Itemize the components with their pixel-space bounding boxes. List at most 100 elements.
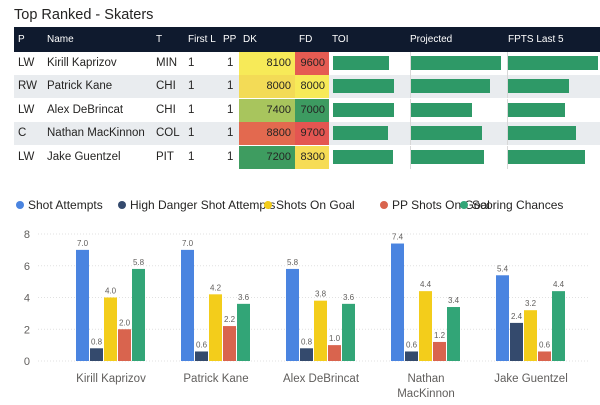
bar-projected bbox=[411, 79, 490, 94]
bar-shot-attempts bbox=[496, 275, 509, 361]
data-label: 4.4 bbox=[553, 280, 565, 289]
data-label: 2.0 bbox=[119, 318, 131, 327]
column-divider bbox=[410, 98, 411, 122]
data-label: 3.4 bbox=[448, 296, 460, 305]
cell-fd-salary: 9700 bbox=[295, 122, 329, 146]
table-row[interactable]: RW Patrick Kane CHI 1 1 8000 8000 bbox=[14, 75, 600, 99]
legend-item[interactable]: Shot Attempts bbox=[16, 198, 103, 212]
legend-label: High Danger Shot Attempts bbox=[130, 198, 276, 212]
column-divider bbox=[507, 52, 508, 75]
cell-team: PIT bbox=[156, 150, 174, 163]
cell-fd-salary: 7000 bbox=[295, 98, 329, 122]
bar-high-danger-shot-attempts bbox=[195, 351, 208, 361]
page-title: Top Ranked - Skaters bbox=[14, 7, 154, 23]
cell-dk-salary: 7200 bbox=[239, 145, 295, 169]
header-name[interactable]: Name bbox=[47, 34, 74, 45]
legend-label: Shots On Goal bbox=[276, 198, 355, 212]
data-label: 7.0 bbox=[182, 239, 194, 248]
data-label: 5.8 bbox=[133, 258, 145, 267]
bar-fpts-last-5 bbox=[508, 149, 585, 164]
legend-dot-icon bbox=[16, 201, 24, 209]
table-row[interactable]: LW Jake Guentzel PIT 1 1 7200 8300 bbox=[14, 145, 600, 169]
y-tick-label: 4 bbox=[24, 293, 30, 305]
cell-first-line: 1 bbox=[188, 103, 195, 116]
data-label: 0.6 bbox=[539, 340, 551, 349]
table-row[interactable]: LW Alex DeBrincat CHI 1 1 7400 7000 bbox=[14, 98, 600, 122]
cell-name: Kirill Kaprizov bbox=[47, 57, 117, 69]
bar-fpts-last-5 bbox=[508, 126, 576, 141]
x-tick-label: MacKinnon bbox=[397, 388, 455, 400]
cell-pp: 1 bbox=[227, 127, 234, 140]
cell-position: LW bbox=[18, 57, 35, 69]
header-dk[interactable]: DK bbox=[243, 34, 257, 45]
cell-name: Patrick Kane bbox=[47, 80, 113, 93]
bar-scoring-chances bbox=[552, 291, 565, 361]
column-divider bbox=[410, 52, 411, 75]
bar-shot-attempts bbox=[391, 243, 404, 361]
data-label: 3.6 bbox=[343, 293, 355, 302]
data-label: 2.2 bbox=[224, 315, 236, 324]
header-fd[interactable]: FD bbox=[299, 34, 313, 45]
legend-label: Shot Attempts bbox=[28, 198, 103, 212]
data-label: 0.6 bbox=[406, 340, 418, 349]
cell-position: RW bbox=[18, 80, 37, 93]
data-label: 0.8 bbox=[301, 337, 313, 346]
legend-item[interactable]: High Danger Shot Attempts bbox=[118, 198, 275, 212]
bar-projected bbox=[411, 126, 482, 141]
x-tick-label: Patrick Kane bbox=[183, 373, 248, 385]
bar-fpts-last-5 bbox=[508, 56, 598, 70]
bar-toi bbox=[333, 102, 394, 117]
data-label: 5.4 bbox=[497, 264, 509, 273]
column-divider bbox=[410, 122, 411, 146]
cell-team: CHI bbox=[156, 80, 176, 93]
legend-label: Scoring Chances bbox=[472, 198, 564, 212]
legend-item[interactable]: Shots On Goal bbox=[264, 198, 355, 212]
table-row[interactable]: LW Kirill Kaprizov MIN 1 1 8100 9600 bbox=[14, 52, 600, 75]
cell-pp: 1 bbox=[227, 80, 234, 93]
table-header: P Name T First L PP DK FD TOI Projected … bbox=[14, 27, 600, 52]
header-p[interactable]: P bbox=[18, 34, 25, 45]
legend-dot-icon bbox=[460, 201, 468, 209]
legend-dot-icon bbox=[380, 201, 388, 209]
header-first-line[interactable]: First L bbox=[188, 34, 216, 45]
bar-high-danger-shot-attempts bbox=[405, 351, 418, 361]
bar-pp-shots-on-goal bbox=[538, 351, 551, 361]
bar-scoring-chances bbox=[237, 303, 250, 361]
cell-position: C bbox=[18, 127, 27, 140]
data-label: 3.6 bbox=[238, 293, 250, 302]
bar-pp-shots-on-goal bbox=[118, 329, 131, 361]
bar-pp-shots-on-goal bbox=[433, 341, 446, 361]
table-row[interactable]: C Nathan MacKinnon COL 1 1 8800 9700 bbox=[14, 122, 600, 146]
bar-fpts-last-5 bbox=[508, 102, 565, 117]
cell-name: Alex DeBrincat bbox=[47, 103, 124, 116]
cell-first-line: 1 bbox=[188, 57, 195, 69]
y-tick-label: 0 bbox=[24, 356, 30, 368]
header-projected[interactable]: Projected bbox=[410, 34, 453, 45]
cell-pp: 1 bbox=[227, 103, 234, 116]
bar-toi bbox=[333, 79, 394, 94]
column-divider bbox=[507, 145, 508, 169]
bar-high-danger-shot-attempts bbox=[90, 348, 103, 361]
cell-pp: 1 bbox=[227, 150, 234, 163]
column-divider bbox=[410, 145, 411, 169]
column-divider bbox=[410, 75, 411, 99]
legend-dot-icon bbox=[118, 201, 126, 209]
cell-dk-salary: 8100 bbox=[239, 52, 295, 75]
header-pp[interactable]: PP bbox=[223, 34, 237, 45]
bar-scoring-chances bbox=[447, 307, 460, 361]
header-fpts-last-5[interactable]: FPTS Last 5 bbox=[508, 34, 564, 45]
bar-shots-on-goal bbox=[314, 300, 327, 361]
bar-toi bbox=[333, 56, 389, 70]
legend-item[interactable]: Scoring Chances bbox=[460, 198, 563, 212]
cell-position: LW bbox=[18, 103, 35, 116]
cell-first-line: 1 bbox=[188, 127, 195, 140]
cell-first-line: 1 bbox=[188, 80, 195, 93]
x-tick-label: Jake Guentzel bbox=[494, 373, 568, 385]
cell-name: Nathan MacKinnon bbox=[47, 127, 145, 140]
cell-fd-salary: 9600 bbox=[295, 52, 329, 75]
header-team[interactable]: T bbox=[156, 34, 163, 45]
bar-fpts-last-5 bbox=[508, 79, 569, 94]
data-label: 2.4 bbox=[511, 312, 523, 321]
header-toi[interactable]: TOI bbox=[332, 34, 349, 45]
legend-dot-icon bbox=[264, 201, 272, 209]
